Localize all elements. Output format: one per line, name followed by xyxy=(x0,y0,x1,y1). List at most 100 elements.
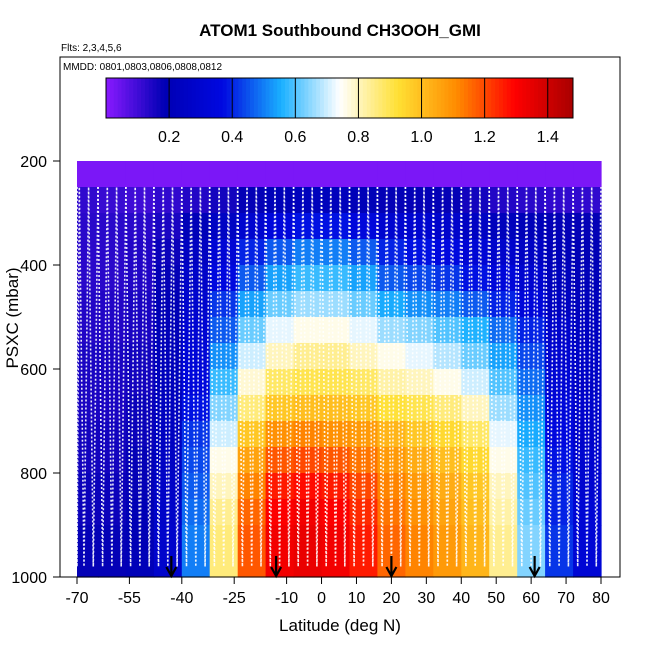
heatmap-cell xyxy=(293,317,323,344)
heatmap-cell xyxy=(321,447,350,474)
colorbar-segment xyxy=(467,78,473,118)
colorbar-tick-label: 0.4 xyxy=(221,129,243,146)
heatmap-cell xyxy=(461,395,490,422)
colorbar-segment xyxy=(339,78,344,118)
heatmap-cell xyxy=(349,395,378,422)
colorbar-segment xyxy=(113,78,119,118)
heatmap-cell xyxy=(545,421,574,448)
colorbar-segment xyxy=(522,78,527,118)
heatmap-cell xyxy=(181,291,211,318)
heatmap-cell xyxy=(573,161,602,188)
heatmap-cell xyxy=(153,239,183,266)
arrow-marker xyxy=(528,556,541,579)
heatmap-cell xyxy=(293,239,323,266)
colorbar-segment xyxy=(495,78,500,118)
heatmap-cell xyxy=(349,291,378,318)
colorbar-tick-label: 0.6 xyxy=(284,129,306,146)
plot-frame xyxy=(59,56,621,578)
heatmap-cell xyxy=(77,317,99,344)
x-tick-label: 80 xyxy=(592,590,610,607)
heatmap-cell xyxy=(181,317,211,344)
heatmap-cell xyxy=(433,213,462,240)
heatmap-cell xyxy=(433,291,462,318)
heatmap-cell xyxy=(181,187,211,214)
heatmap-cell xyxy=(125,317,155,344)
colorbar-segment xyxy=(409,78,414,118)
heatmap-cell xyxy=(433,395,462,422)
colorbar-segment xyxy=(347,78,352,118)
heatmap-cell xyxy=(77,343,99,370)
heatmap-cell xyxy=(377,343,406,370)
colorbar-segment xyxy=(452,78,457,118)
heatmap-cell xyxy=(77,161,99,188)
colorbar-segment xyxy=(518,78,523,118)
heatmap-cell xyxy=(77,265,99,292)
heatmap-cell xyxy=(77,551,99,578)
heatmap-cell xyxy=(405,161,434,188)
colorbar-segment xyxy=(281,78,286,118)
heatmap-cell xyxy=(98,187,127,214)
heatmap-cell xyxy=(545,265,574,292)
arrow-markers xyxy=(165,556,541,579)
heatmap-cell xyxy=(433,369,462,396)
heatmap-cell xyxy=(377,187,406,214)
heatmap-cell xyxy=(517,213,546,240)
colorbar-segment xyxy=(296,78,302,118)
x-tick-label: 10 xyxy=(348,590,366,607)
colorbar-segment xyxy=(144,78,150,118)
x-tick-label: -40 xyxy=(170,590,193,607)
heatmap-cell xyxy=(573,421,602,448)
heatmap-cell xyxy=(377,239,406,266)
heatmap-cell xyxy=(98,369,127,396)
colorbar-segment xyxy=(506,78,512,118)
colorbar-segment xyxy=(549,78,555,118)
heatmap-cell xyxy=(573,213,602,240)
heatmap-cell xyxy=(489,213,518,240)
heatmap-cell xyxy=(321,317,350,344)
heatmap-cell xyxy=(321,343,350,370)
colorbar-segment xyxy=(471,78,477,118)
heatmap-cell xyxy=(181,161,211,188)
heatmap-cell xyxy=(293,395,323,422)
heatmap-cell xyxy=(461,447,490,474)
heatmap-cell xyxy=(405,239,434,266)
colorbar-segment xyxy=(393,78,399,118)
colorbar-segment xyxy=(207,78,212,118)
colorbar-segment xyxy=(257,78,263,118)
heatmap-cell xyxy=(489,395,518,422)
colorbar-segment xyxy=(464,78,469,118)
colorbar-segment xyxy=(374,78,379,118)
colorbar-segment xyxy=(141,78,146,118)
colorbar-segment xyxy=(285,78,290,118)
colorbar-segment xyxy=(351,78,356,118)
heatmap-cell xyxy=(321,291,350,318)
heatmap-cell xyxy=(461,369,490,396)
x-tick-label: 40 xyxy=(452,590,470,607)
heatmap-cell xyxy=(153,343,183,370)
heatmap-cell xyxy=(98,317,127,344)
colorbar-segment xyxy=(327,78,333,118)
heatmap-cell xyxy=(125,265,155,292)
colorbar-segment xyxy=(261,78,267,118)
heatmap-cell xyxy=(209,265,239,292)
heatmap-cell xyxy=(77,213,99,240)
colorbar-segment xyxy=(168,78,173,118)
colorbar-segment xyxy=(358,78,364,118)
heatmap-cell xyxy=(349,447,378,474)
heatmap-cell xyxy=(181,369,211,396)
heatmap-cell xyxy=(265,239,295,266)
heatmap-cell xyxy=(517,239,546,266)
heatmap-cell xyxy=(153,161,183,188)
colorbar-segment xyxy=(370,78,376,118)
heatmap-cell xyxy=(237,291,267,318)
heatmap-cell xyxy=(153,291,183,318)
heatmap-cell xyxy=(573,369,602,396)
colorbar-segment xyxy=(366,78,372,118)
heatmap-cell xyxy=(77,499,99,526)
heatmap-cell xyxy=(461,421,490,448)
heatmap-cell xyxy=(293,369,323,396)
heatmap-cell xyxy=(377,213,406,240)
heatmap-cell xyxy=(377,317,406,344)
colorbar-segment xyxy=(479,78,484,118)
